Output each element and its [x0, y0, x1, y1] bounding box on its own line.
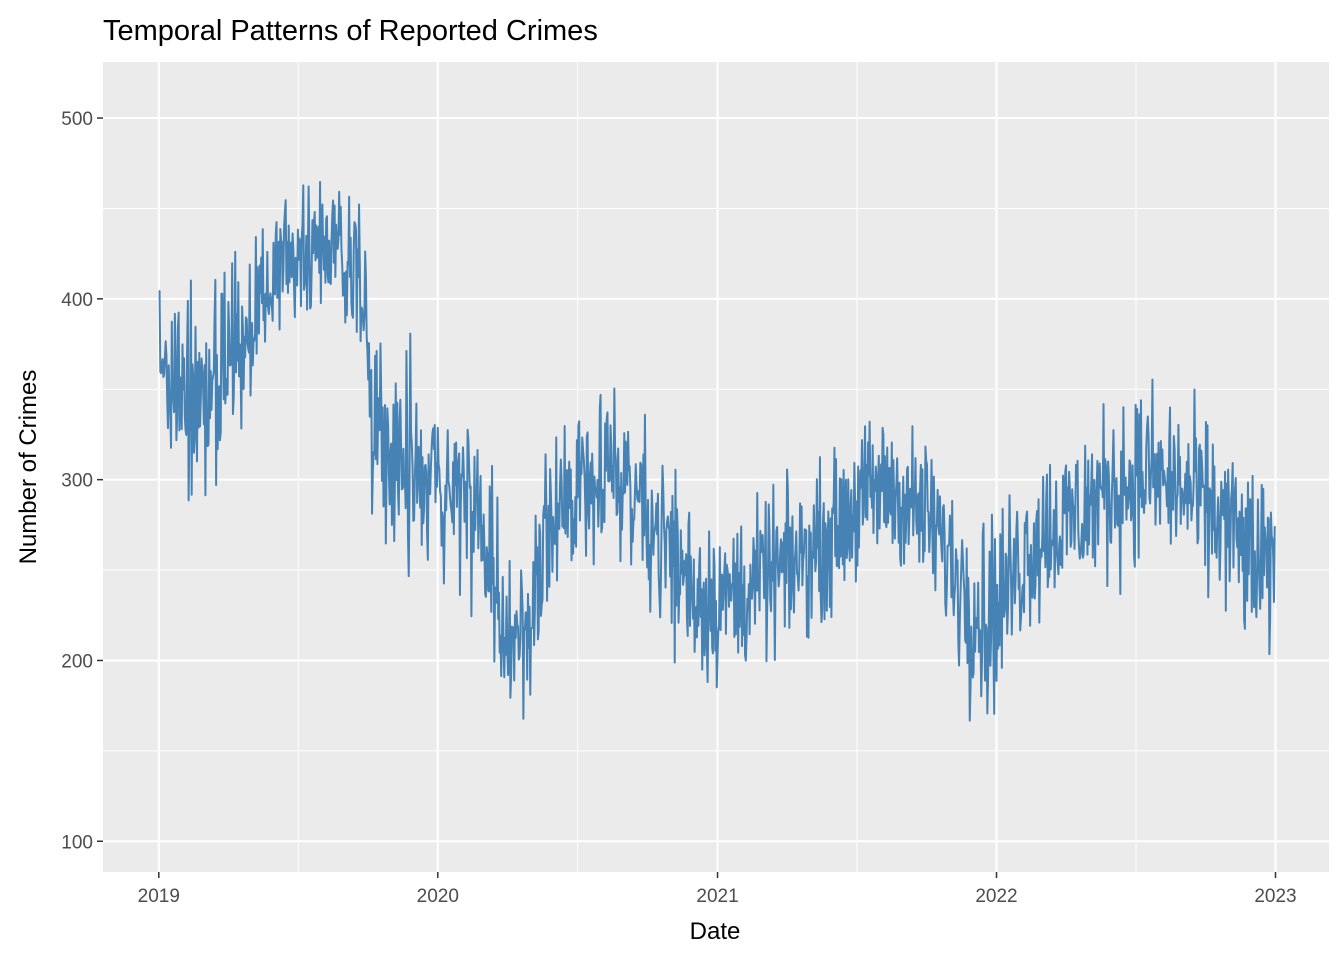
y-tick-label: 100	[61, 832, 93, 853]
y-tick-label: 400	[61, 290, 93, 311]
x-axis: 2019 2020 2021 2022 2023	[138, 872, 1297, 907]
x-axis-title: Date	[690, 918, 741, 945]
x-tick-label: 2021	[696, 886, 738, 907]
y-tick-label: 300	[61, 471, 93, 492]
x-tick-label: 2020	[417, 886, 459, 907]
x-tick-label: 2019	[138, 886, 180, 907]
y-axis-title: Number of Crimes	[15, 370, 42, 565]
series-line	[158, 180, 1276, 722]
x-tick-label: 2022	[975, 886, 1017, 907]
y-tick-label: 200	[61, 651, 93, 672]
x-tick-label: 2023	[1254, 886, 1296, 907]
series-layer	[158, 180, 1276, 722]
y-tick-label: 500	[61, 109, 93, 130]
y-axis: 100 200 300 400 500	[61, 109, 103, 853]
chart-title: Temporal Patterns of Reported Crimes	[103, 15, 598, 47]
